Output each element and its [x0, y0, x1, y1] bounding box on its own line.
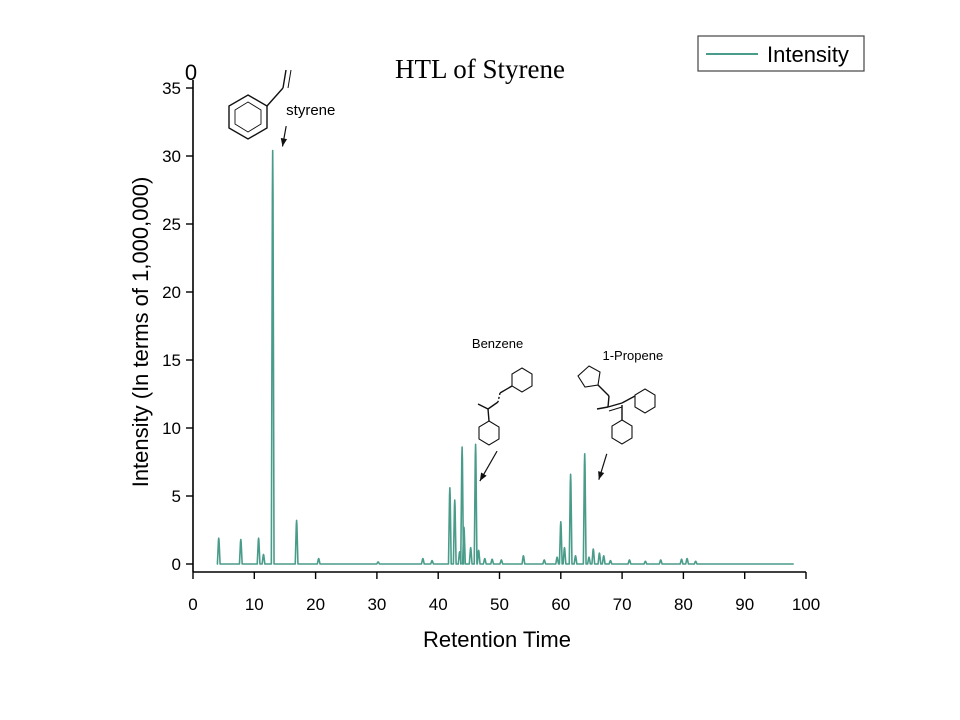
- y-tick-label: 15: [162, 351, 181, 370]
- y-tick-label: 20: [162, 283, 181, 302]
- annotation-arrowhead: [280, 138, 288, 147]
- y-tick-label: 5: [172, 487, 181, 506]
- y-axis-top-label: 0: [185, 60, 197, 85]
- x-ticks: 0 10 20 30 40 50 60 70 80 90 100: [188, 572, 820, 614]
- x-tick-label: 90: [735, 595, 754, 614]
- plot-axes: [192, 80, 806, 573]
- chart-title: HTL of Styrene: [395, 54, 565, 84]
- y-tick-label: 0: [172, 555, 181, 574]
- legend: Intensity: [697, 35, 865, 72]
- annotations: styrene Benzene 1-Propene: [280, 102, 663, 482]
- annotation-label: 1-Propene: [602, 348, 663, 363]
- annotation-arrowhead: [598, 471, 605, 480]
- x-tick-label: 60: [551, 595, 570, 614]
- y-tick-label: 10: [162, 419, 181, 438]
- x-tick-label: 70: [613, 595, 632, 614]
- y-tick-label: 30: [162, 147, 181, 166]
- x-tick-label: 50: [490, 595, 509, 614]
- annotation-arrowhead: [479, 472, 487, 482]
- x-tick-label: 20: [306, 595, 325, 614]
- x-tick-label: 40: [429, 595, 448, 614]
- x-tick-label: 10: [245, 595, 264, 614]
- y-axis-label: Intensity (In terms of 1,000,000): [128, 177, 153, 488]
- x-tick-label: 100: [792, 595, 820, 614]
- series-line-intensity: [216, 149, 794, 565]
- y-tick-label: 25: [162, 215, 181, 234]
- propene-product-structure-icon: [577, 365, 656, 445]
- y-tick-label: 35: [162, 79, 181, 98]
- benzene-product-structure-icon: [477, 367, 533, 446]
- x-axis-label: Retention Time: [423, 627, 571, 652]
- x-tick-label: 0: [188, 595, 197, 614]
- y-ticks: 0 5 10 15 20 25 30 35: [162, 79, 193, 574]
- styrene-structure-icon: [228, 69, 292, 140]
- x-tick-label: 30: [367, 595, 386, 614]
- annotation-label: styrene: [286, 102, 335, 119]
- legend-entry-intensity: Intensity: [767, 42, 849, 67]
- x-tick-label: 80: [674, 595, 693, 614]
- annotation-label: Benzene: [472, 336, 523, 351]
